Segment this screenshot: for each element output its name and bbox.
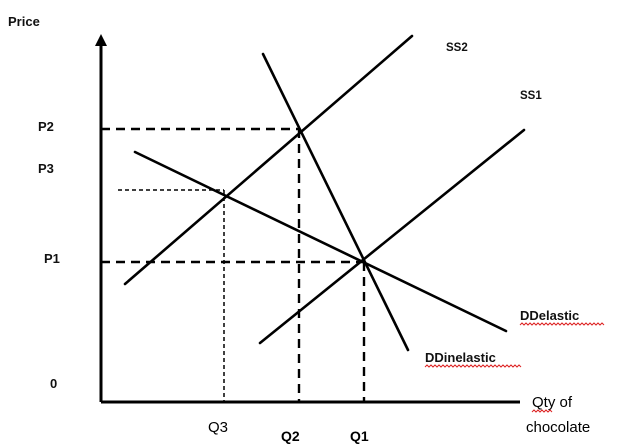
price-label-p1: P1 [44,251,60,266]
y-axis-label: Price [8,14,40,29]
quantity-label-q2: Q2 [281,428,300,444]
price-label-p3: P3 [38,161,54,176]
y-axis-arrowhead [95,34,107,46]
spellcheck-underline-qty [531,409,553,413]
quantity-label-q1: Q1 [350,428,369,444]
quantity-label-q3: Q3 [208,419,228,436]
x-axis-label-line1: Qty of [532,394,573,411]
supply-curve-ss2 [123,34,414,286]
supply-curve-ss1 [258,128,526,345]
x-axis-label-line2: chocolate [526,419,590,436]
spellcheck-underline-ddelastic [519,322,605,326]
spellcheck-underline-ddinelastic [424,364,522,368]
curve-label-ss2: SS2 [446,42,468,54]
curve-label-dd-elastic: DDelastic [520,308,579,323]
demand-curve-elastic [133,150,508,333]
origin-label: 0 [50,376,57,391]
price-label-p2: P2 [38,119,54,134]
demand-curve-inelastic [261,52,410,352]
curve-label-ss1: SS1 [520,90,542,102]
curve-label-dd-inelastic: DDinelastic [425,350,496,365]
